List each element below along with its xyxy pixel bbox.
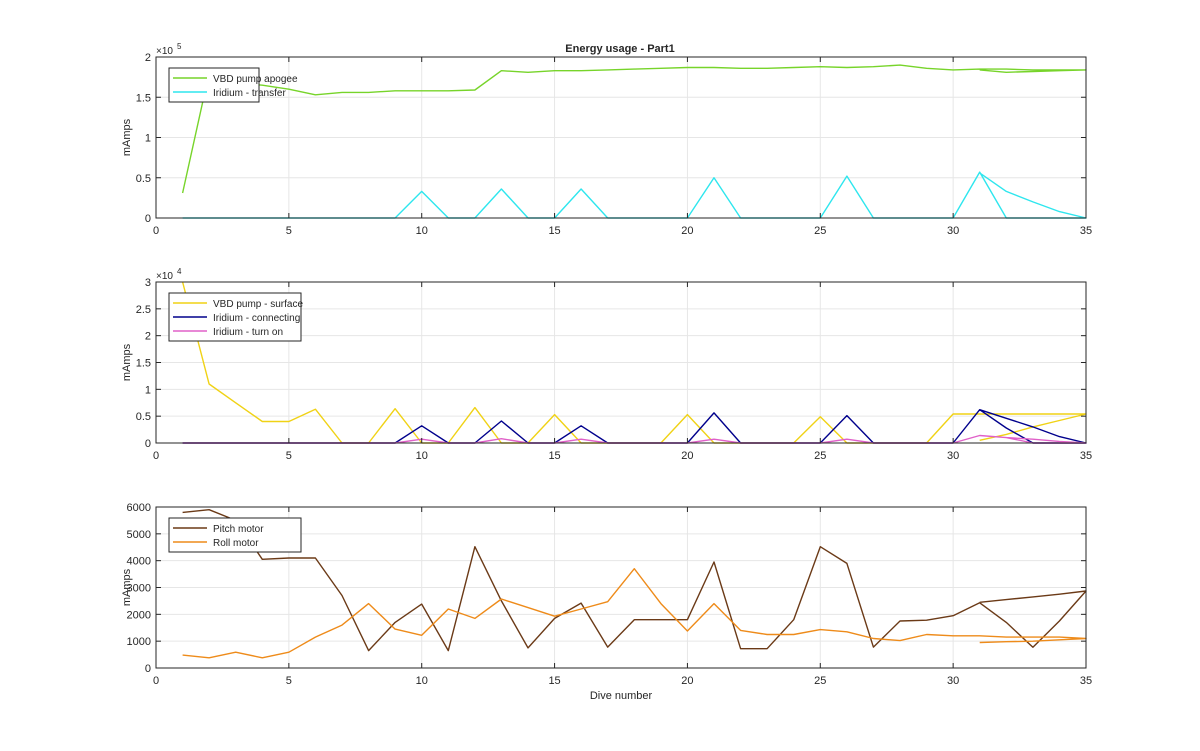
x-tick-label: 35 [1080, 450, 1092, 462]
y-exponent-label: ×10 [156, 46, 173, 57]
x-tick-label: 0 [153, 675, 159, 687]
y-tick-label: 3 [145, 277, 151, 289]
x-tick-label: 0 [153, 225, 159, 237]
y-tick-label: 5000 [127, 529, 151, 541]
y-tick-label: 0 [145, 438, 151, 450]
y-tick-label: 2000 [127, 609, 151, 621]
legend: VBD pump - surface Iridium - connecting Ir… [168, 292, 303, 342]
chart-panel-1: 0 5 10 15 20 25 30 35 0 0.5 1 1.5 2 ×10 5 mAmps VBD pump… [121, 42, 1092, 237]
y-exponent-power: 4 [177, 267, 182, 276]
y-tick-label: 0 [145, 663, 151, 675]
y-tick-label: 2.5 [136, 304, 151, 316]
series-line-2 [182, 568, 1087, 659]
y-tick-label: 3000 [127, 583, 151, 595]
chart-panel-2: 0 5 10 15 20 25 30 35 0 0.5 1 1.5 2 2.5 3 ×10 4 mAmps VBD … [121, 267, 1092, 462]
y-tick-label: 1 [145, 384, 151, 396]
x-tick-label: 20 [681, 225, 693, 237]
series-line-1 [181, 64, 1087, 194]
x-tick-label: 15 [548, 450, 560, 462]
y-exponent-label: ×10 [156, 271, 173, 282]
legend-label-2: Iridium - connecting [213, 313, 300, 324]
y-tick-label: 1000 [127, 636, 151, 648]
x-tick-label: 15 [548, 225, 560, 237]
y-axis-label: mAmps [121, 568, 133, 606]
x-tick-label: 15 [548, 675, 560, 687]
legend-label-1: VBD pump apogee [213, 74, 298, 85]
y-tick-label: 2 [145, 331, 151, 343]
x-tick-label: 35 [1080, 675, 1092, 687]
y-exponent-power: 5 [177, 42, 182, 51]
x-tick-label: 20 [681, 450, 693, 462]
y-axis-label: mAmps [121, 343, 133, 381]
legend: Pitch motor Roll motor [168, 517, 302, 553]
x-tick-label: 30 [947, 225, 959, 237]
legend-box [168, 517, 302, 553]
y-tick-label: 0.5 [136, 411, 151, 423]
y-tick-label: 1 [145, 133, 151, 145]
figure-title: Energy usage - Part1 [565, 43, 674, 55]
y-tick-label: 1.5 [136, 358, 151, 370]
x-tick-label: 30 [947, 450, 959, 462]
chart-panel-3: 0 5 10 15 20 25 30 35 0 1000 2000 3000 4000 5000 6000 m… [121, 502, 1092, 702]
legend: VBD pump apogee Iridium - transfer [168, 67, 298, 103]
legend-label-1: VBD pump - surface [213, 299, 303, 310]
y-tick-label: 1.5 [136, 92, 151, 104]
x-tick-label: 5 [286, 675, 292, 687]
legend-label-1: Pitch motor [213, 524, 264, 535]
x-tick-label: 30 [947, 675, 959, 687]
x-axis-label: Dive number [590, 690, 653, 702]
legend-label-3: Iridium - turn on [213, 327, 283, 338]
y-tick-label: 0.5 [136, 173, 151, 185]
x-tick-label: 20 [681, 675, 693, 687]
x-tick-label: 10 [416, 450, 428, 462]
y-tick-label: 2 [145, 52, 151, 64]
legend-label-2: Iridium - transfer [213, 88, 286, 99]
x-tick-label: 25 [814, 225, 826, 237]
x-tick-label: 35 [1080, 225, 1092, 237]
y-axis-label: mAmps [121, 118, 133, 156]
x-tick-label: 10 [416, 225, 428, 237]
legend-box [168, 67, 260, 103]
y-tick-label: 0 [145, 213, 151, 225]
y-tick-label: 4000 [127, 556, 151, 568]
x-tick-label: 0 [153, 450, 159, 462]
y-tick-label: 6000 [127, 502, 151, 514]
legend-label-2: Roll motor [213, 538, 259, 549]
series-line-1 [182, 509, 1087, 652]
x-tick-label: 5 [286, 450, 292, 462]
x-tick-label: 5 [286, 225, 292, 237]
x-tick-label: 25 [814, 675, 826, 687]
x-tick-label: 25 [814, 450, 826, 462]
x-tick-label: 10 [416, 675, 428, 687]
